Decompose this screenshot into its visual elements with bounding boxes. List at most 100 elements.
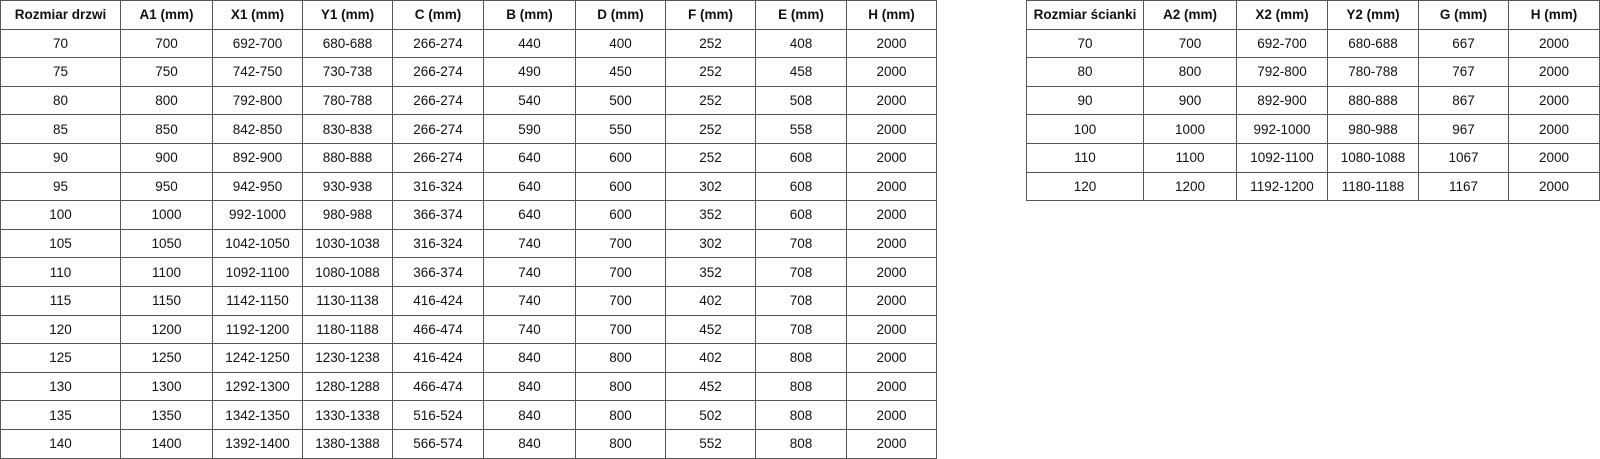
table-cell: 105 <box>0 228 121 259</box>
table-cell: 708 <box>755 257 847 287</box>
table-cell: 608 <box>755 200 847 230</box>
table-cell: 700 <box>575 285 666 316</box>
table-row: 120 1200 1192-1200 1180-1188 1167 2000 <box>1026 171 1600 202</box>
table-cell: 792-800 <box>212 85 303 116</box>
table-cell: 590 <box>483 114 576 144</box>
column-header: Rozmiar drzwi <box>0 0 121 30</box>
table-cell: 740 <box>483 314 576 345</box>
table-row: 90 900 892-900 880-888 867 2000 <box>1026 85 1600 116</box>
table-row: 75 750 742-750 730-738 266-274 490 450 252 458 20… <box>0 57 937 87</box>
table-cell: 2000 <box>846 285 937 316</box>
table-cell: 800 <box>1143 57 1237 87</box>
table-cell: 70 <box>0 28 121 59</box>
table-cell: 900 <box>120 142 213 173</box>
table-cell: 1350 <box>120 400 213 430</box>
table-cell: 892-900 <box>1236 85 1328 116</box>
table-cell: 1200 <box>1143 171 1237 202</box>
column-header: Y1 (mm) <box>302 0 393 30</box>
table-cell: 352 <box>665 200 756 230</box>
table-cell: 708 <box>755 285 847 316</box>
table-cell: 120 <box>1026 171 1144 202</box>
table-cell: 450 <box>575 57 666 87</box>
column-header: B (mm) <box>483 0 576 30</box>
table-cell: 416-424 <box>392 343 484 373</box>
table-cell: 316-324 <box>392 228 484 259</box>
column-header: C (mm) <box>392 0 484 30</box>
table-cell: 1250 <box>120 343 213 373</box>
table-cell: 135 <box>0 400 121 430</box>
table-row: 130 1300 1292-1300 1280-1288 466-474 840 800 45… <box>0 371 937 402</box>
table-cell: 600 <box>575 200 666 230</box>
table-cell: 740 <box>483 228 576 259</box>
table-cell: 1300 <box>120 371 213 402</box>
table-cell: 352 <box>665 257 756 287</box>
table-cell: 558 <box>755 114 847 144</box>
table-row: 85 850 842-850 830-838 266-274 590 550 252 558 20… <box>0 114 937 144</box>
table-cell: 700 <box>575 228 666 259</box>
table-cell: 1342-1350 <box>212 400 303 430</box>
table-cell: 1092-1100 <box>212 257 303 287</box>
table-cell: 992-1000 <box>212 200 303 230</box>
table-cell: 402 <box>665 285 756 316</box>
column-header: D (mm) <box>575 0 666 30</box>
table-cell: 980-988 <box>302 200 393 230</box>
table-cell: 85 <box>0 114 121 144</box>
table-cell: 252 <box>665 28 756 59</box>
table-cell: 400 <box>575 28 666 59</box>
table-cell: 892-900 <box>212 142 303 173</box>
table-cell: 2000 <box>1508 57 1600 87</box>
table-cell: 2000 <box>846 85 937 116</box>
table-cell: 252 <box>665 114 756 144</box>
table-row: 105 1050 1042-1050 1030-1038 316-324 740 700 30… <box>0 228 937 259</box>
table-cell: 90 <box>0 142 121 173</box>
table-cell: 266-274 <box>392 57 484 87</box>
table-cell: 1142-1150 <box>212 285 303 316</box>
table-cell: 1100 <box>120 257 213 287</box>
table-cell: 100 <box>1026 114 1144 144</box>
table-cell: 2000 <box>846 371 937 402</box>
table-cell: 366-374 <box>392 257 484 287</box>
table-cell: 700 <box>575 257 666 287</box>
table-cell: 508 <box>755 85 847 116</box>
table-cell: 2000 <box>846 257 937 287</box>
column-header: G (mm) <box>1418 0 1509 30</box>
table-row: 70 700 692-700 680-688 266-274 440 400 252 408 20… <box>0 28 937 59</box>
table-cell: 70 <box>1026 28 1144 59</box>
table-cell: 708 <box>755 228 847 259</box>
table-cell: 840 <box>483 371 576 402</box>
table-cell: 950 <box>120 171 213 202</box>
table-cell: 490 <box>483 57 576 87</box>
column-header: X2 (mm) <box>1236 0 1328 30</box>
table-cell: 2000 <box>846 428 937 459</box>
table-cell: 2000 <box>846 114 937 144</box>
table-cell: 1180-1188 <box>302 314 393 345</box>
table-cell: 140 <box>0 428 121 459</box>
table-cell: 2000 <box>1508 171 1600 202</box>
table-cell: 640 <box>483 171 576 202</box>
column-header: H (mm) <box>846 0 937 30</box>
table-cell: 366-374 <box>392 200 484 230</box>
column-header: H (mm) <box>1508 0 1600 30</box>
table-cell: 80 <box>0 85 121 116</box>
table-cell: 95 <box>0 171 121 202</box>
table-cell: 840 <box>483 343 576 373</box>
table-cell: 1380-1388 <box>302 428 393 459</box>
table-cell: 1242-1250 <box>212 343 303 373</box>
table-cell: 600 <box>575 142 666 173</box>
table-cell: 2000 <box>846 400 937 430</box>
table-cell: 808 <box>755 343 847 373</box>
table-cell: 502 <box>665 400 756 430</box>
table-cell: 2000 <box>846 57 937 87</box>
table-cell: 110 <box>0 257 121 287</box>
table-cell: 1192-1200 <box>212 314 303 345</box>
table-cell: 730-738 <box>302 57 393 87</box>
table-cell: 842-850 <box>212 114 303 144</box>
table-cell: 740 <box>483 257 576 287</box>
table-cell: 942-950 <box>212 171 303 202</box>
table-cell: 1150 <box>120 285 213 316</box>
table-cell: 115 <box>0 285 121 316</box>
table-row: 95 950 942-950 930-938 316-324 640 600 302 608 20… <box>0 171 937 202</box>
table-row: 120 1200 1192-1200 1180-1188 466-474 740 700 45… <box>0 314 937 345</box>
table-row: 110 1100 1092-1100 1080-1088 1067 2000 <box>1026 142 1600 173</box>
table-cell: 680-688 <box>1327 28 1419 59</box>
